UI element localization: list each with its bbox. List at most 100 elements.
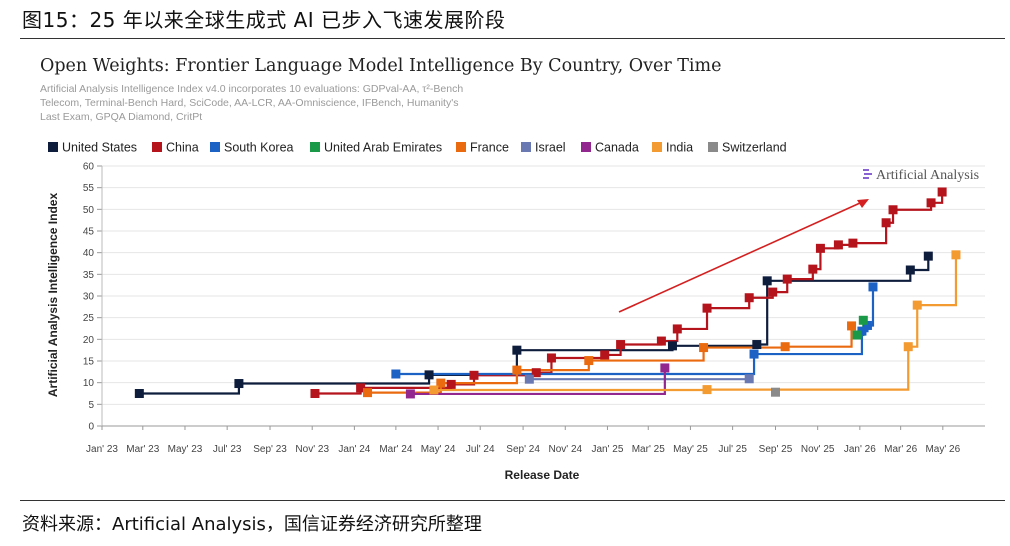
x-tick-label: Sep' 25 bbox=[759, 444, 793, 455]
data-point-united-states bbox=[512, 345, 522, 355]
data-point-canada bbox=[405, 389, 415, 399]
figure-title: 图15：25 年以来全球生成式 AI 已步入飞速发展阶段 bbox=[22, 8, 506, 32]
x-tick-label: Nov' 25 bbox=[801, 444, 835, 455]
data-point-united-states bbox=[667, 341, 677, 351]
watermark-logo-icon bbox=[863, 169, 872, 179]
data-point-china bbox=[310, 389, 320, 398]
data-point-china bbox=[616, 340, 626, 350]
data-point-united-states bbox=[134, 389, 144, 398]
x-tick-label: Mar' 23 bbox=[126, 444, 159, 455]
data-point-india bbox=[702, 385, 712, 395]
data-point-israel bbox=[524, 374, 534, 384]
data-point-united-states bbox=[234, 379, 244, 389]
data-point-china bbox=[815, 243, 825, 253]
y-tick-label: 45 bbox=[83, 227, 95, 238]
legend-label-france: France bbox=[470, 141, 509, 155]
x-axis-label: Release Date bbox=[505, 468, 580, 482]
legend-label-switzerland: Switzerland bbox=[722, 141, 787, 155]
y-tick-label: 5 bbox=[88, 400, 94, 411]
legend-swatch-south-korea bbox=[210, 142, 220, 152]
y-axis: 0 5 10 15 20 25 30 35 40 45 50 55 60 bbox=[83, 162, 103, 433]
chart-title: Open Weights: Frontier Language Model In… bbox=[40, 56, 722, 76]
data-point-switzerland bbox=[770, 387, 780, 397]
y-tick-label: 40 bbox=[83, 248, 95, 259]
data-point-china bbox=[833, 240, 843, 250]
data-point-france bbox=[780, 342, 790, 352]
y-tick-label: 10 bbox=[83, 378, 95, 389]
y-tick-label: 15 bbox=[83, 357, 95, 368]
y-tick-label: 25 bbox=[83, 313, 95, 324]
x-tick-label: Jul' 25 bbox=[718, 444, 747, 455]
data-point-canada bbox=[660, 363, 670, 373]
x-tick-label: Nov' 23 bbox=[295, 444, 329, 455]
legend-label-south-korea: South Korea bbox=[224, 141, 294, 155]
data-point-united-states bbox=[905, 265, 915, 275]
data-point-india bbox=[951, 250, 961, 260]
watermark: Artificial Analysis bbox=[863, 168, 979, 183]
x-tick-label: Jan' 26 bbox=[844, 444, 876, 455]
legend: United States China South Korea United Arab… bbox=[48, 141, 787, 155]
data-point-united-arab-emirates bbox=[858, 315, 868, 325]
data-point-united-states bbox=[923, 251, 933, 261]
data-point-china bbox=[937, 187, 947, 197]
data-point-china bbox=[808, 264, 818, 274]
x-tick-label: Sep' 23 bbox=[253, 444, 287, 455]
data-point-china bbox=[469, 370, 479, 380]
source-note: 资料来源：Artificial Analysis，国信证券经济研究所整理 bbox=[22, 514, 482, 535]
legend-swatch-france bbox=[456, 142, 466, 152]
data-point-china bbox=[356, 383, 366, 393]
legend-label-united-arab-emirates: United Arab Emirates bbox=[324, 141, 442, 155]
data-point-china bbox=[744, 293, 754, 303]
x-tick-label: Nov' 24 bbox=[548, 444, 582, 455]
trend-arrow-head-icon bbox=[857, 199, 869, 208]
data-point-china bbox=[768, 287, 778, 297]
legend-label-united-states: United States bbox=[62, 141, 137, 155]
legend-swatch-china bbox=[152, 142, 162, 152]
y-tick-label: 55 bbox=[83, 183, 95, 194]
data-point-china bbox=[926, 198, 936, 208]
x-tick-label: Jul' 23 bbox=[213, 444, 242, 455]
data-point-france bbox=[512, 365, 522, 375]
x-tick-label: Mar' 25 bbox=[632, 444, 665, 455]
data-point-united-states bbox=[762, 276, 772, 286]
legend-swatch-switzerland bbox=[708, 142, 718, 152]
data-point-china bbox=[446, 379, 456, 389]
data-point-china bbox=[656, 336, 666, 346]
x-axis: Jan' 23 Mar' 23 May' 23 Jul' 23 Sep' 23 Nov' … bbox=[86, 425, 985, 455]
y-tick-label: 60 bbox=[83, 162, 95, 173]
data-point-china bbox=[702, 303, 712, 313]
trend-annotation bbox=[618, 199, 869, 313]
data-point-india bbox=[429, 385, 439, 395]
y-axis-label: Artificial Analysis Intelligence Index bbox=[46, 193, 60, 398]
x-tick-label: Sep' 24 bbox=[506, 444, 540, 455]
data-point-south-korea bbox=[868, 282, 878, 292]
data-point-china bbox=[888, 205, 898, 215]
y-tick-label: 30 bbox=[83, 292, 95, 303]
legend-swatch-united-states bbox=[48, 142, 58, 152]
x-tick-label: May' 23 bbox=[168, 444, 203, 455]
y-tick-label: 0 bbox=[88, 422, 94, 433]
x-tick-label: Jan' 25 bbox=[591, 444, 623, 455]
legend-label-israel: Israel bbox=[535, 141, 566, 155]
x-tick-label: Jan' 24 bbox=[338, 444, 370, 455]
data-point-israel bbox=[744, 374, 754, 384]
data-point-france bbox=[436, 378, 446, 388]
legend-label-india: India bbox=[666, 141, 693, 155]
x-tick-label: Jan' 23 bbox=[86, 444, 118, 455]
legend-label-canada: Canada bbox=[595, 141, 639, 155]
data-point-india bbox=[912, 300, 922, 310]
y-tick-label: 35 bbox=[83, 270, 95, 281]
data-point-france bbox=[363, 388, 373, 398]
series-line-canada bbox=[410, 367, 666, 396]
data-point-united-states bbox=[752, 340, 762, 350]
data-point-united-states bbox=[424, 370, 434, 380]
data-point-china bbox=[848, 238, 858, 248]
legend-label-china: China bbox=[166, 141, 199, 155]
data-point-china bbox=[531, 368, 541, 378]
data-point-france bbox=[699, 343, 709, 353]
data-point-south-korea bbox=[857, 326, 867, 336]
data-point-south-korea bbox=[391, 369, 401, 379]
x-tick-label: May' 25 bbox=[673, 444, 708, 455]
x-tick-label: Mar' 26 bbox=[884, 444, 917, 455]
data-point-france bbox=[847, 321, 857, 331]
